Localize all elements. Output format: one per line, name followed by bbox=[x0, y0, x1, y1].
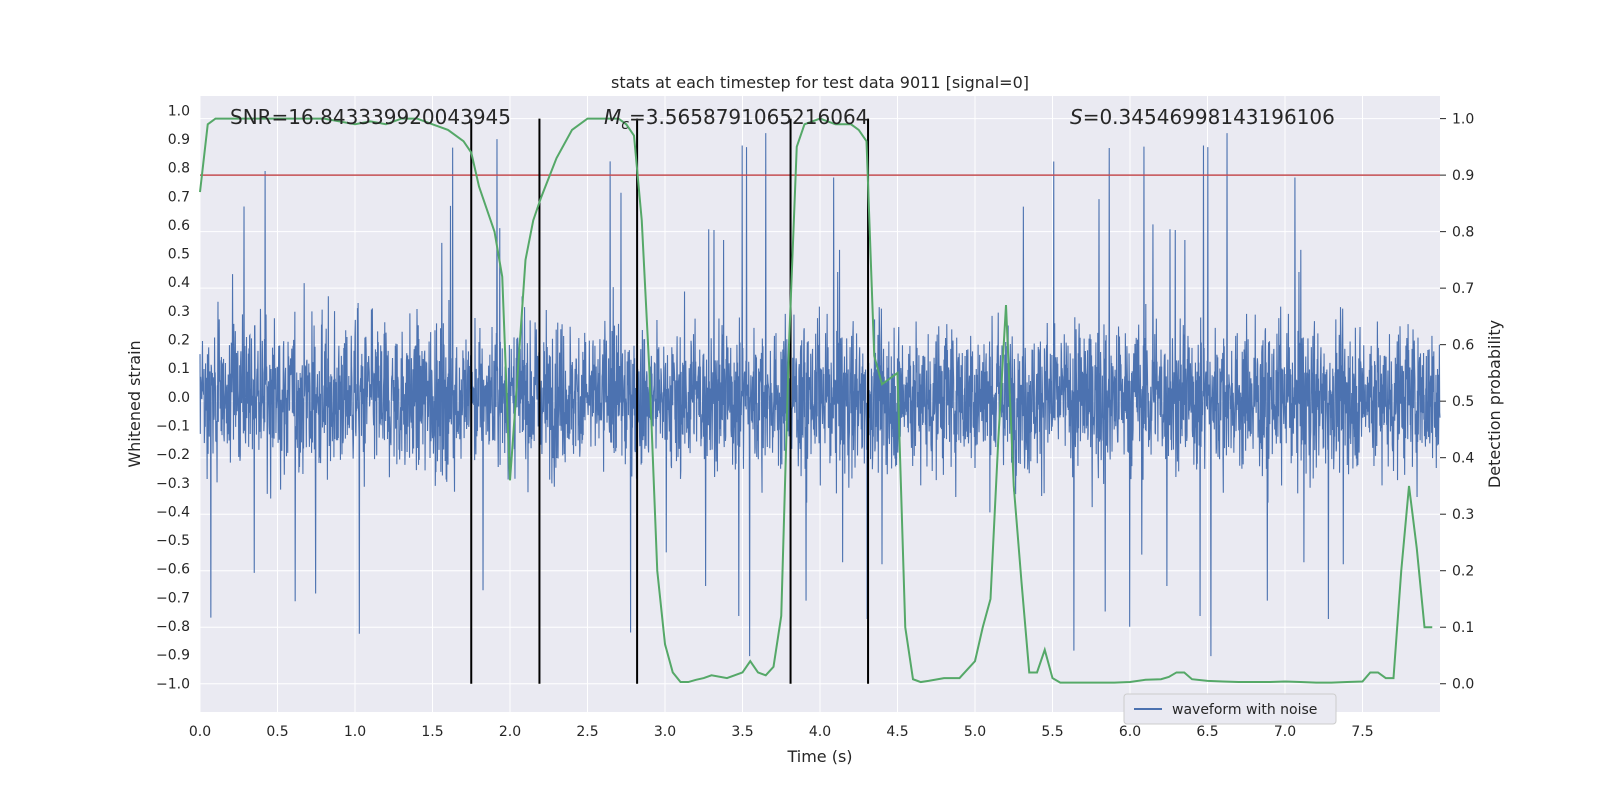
s-symbol: S bbox=[1070, 105, 1083, 129]
waveform-line bbox=[199, 133, 1441, 657]
y-left-tick-label-17: −0.7 bbox=[156, 590, 190, 606]
y-left-tick-label-18: −0.8 bbox=[156, 619, 190, 635]
x-tick-label-9: 4.5 bbox=[886, 724, 908, 740]
y-right-tick-label-7: 0.3 bbox=[1452, 507, 1474, 523]
y-left-tick-label-14: −0.4 bbox=[156, 504, 190, 520]
y-left-tick-label-6: 0.4 bbox=[168, 275, 190, 291]
y-right-tick-label-10: 0.0 bbox=[1452, 677, 1474, 693]
waveform-series bbox=[199, 133, 1441, 657]
y-left-tick-label-12: −0.2 bbox=[156, 447, 190, 463]
y-right-tick-label-6: 0.4 bbox=[1452, 451, 1474, 467]
y-left-tick-label-19: −0.9 bbox=[156, 648, 190, 664]
y-right-tick-label-8: 0.2 bbox=[1452, 564, 1474, 580]
probability-series bbox=[199, 117, 1433, 684]
y-left-tick-label-8: 0.2 bbox=[168, 333, 190, 349]
y-left-tick-label-13: −0.3 bbox=[156, 476, 190, 492]
x-axis-label: Time (s) bbox=[786, 747, 852, 766]
x-tick-label-10: 5.0 bbox=[964, 724, 986, 740]
chart-title: stats at each timestep for test data 901… bbox=[611, 73, 1029, 92]
x-tick-label-15: 7.5 bbox=[1351, 724, 1373, 740]
y-left-tick-label-7: 0.3 bbox=[168, 304, 190, 320]
snr-annotation: SNR=16.843339920043945 bbox=[230, 105, 511, 129]
y-left-tick-label-11: −0.1 bbox=[156, 418, 190, 434]
x-tick-label-0: 0.0 bbox=[189, 724, 211, 740]
probability-line bbox=[199, 117, 1433, 684]
chirp-mass-value: =3.5658791065216064 bbox=[629, 105, 868, 129]
y-right-tick-label-2: 0.8 bbox=[1452, 225, 1474, 241]
x-tick-label-6: 3.0 bbox=[654, 724, 676, 740]
x-tick-label-14: 7.0 bbox=[1274, 724, 1296, 740]
x-tick-label-8: 4.0 bbox=[809, 724, 831, 740]
x-tick-label-7: 3.5 bbox=[731, 724, 753, 740]
x-tick-label-12: 6.0 bbox=[1119, 724, 1141, 740]
legend: waveform with noise bbox=[1123, 693, 1337, 725]
y-right-tick-label-3: 0.7 bbox=[1452, 281, 1474, 297]
chirp-mass-symbol: M bbox=[604, 105, 621, 129]
s-value: =0.34546998143196106 bbox=[1083, 105, 1335, 129]
legend-box bbox=[1123, 693, 1337, 725]
y-left-tick-label-4: 0.6 bbox=[168, 218, 190, 234]
chirp-mass-subscript: c bbox=[621, 117, 629, 133]
x-tick-label-13: 6.5 bbox=[1196, 724, 1218, 740]
x-tick-label-3: 1.5 bbox=[421, 724, 443, 740]
x-tick-label-5: 2.5 bbox=[576, 724, 598, 740]
chirp-mass-annotation: Mc=3.5658791065216064 bbox=[604, 105, 868, 133]
y-right-tick-label-4: 0.6 bbox=[1452, 338, 1474, 354]
y-left-tick-label-5: 0.5 bbox=[168, 247, 190, 263]
y-left-tick-label-9: 0.1 bbox=[168, 361, 190, 377]
x-tick-label-1: 0.5 bbox=[266, 724, 288, 740]
vertical-markers bbox=[470, 118, 870, 684]
y-axis-label-left: Whitened strain bbox=[125, 340, 144, 467]
y-left-tick-label-2: 0.8 bbox=[168, 161, 190, 177]
y-right-tick-label-5: 0.5 bbox=[1452, 394, 1474, 410]
y-right-tick-label-9: 0.1 bbox=[1452, 620, 1474, 636]
y-ticks-right: 1.0 0.9 0.8 0.7 0.6 0.5 0.4 0.3 0.2 0.1 0.0 bbox=[1440, 112, 1474, 693]
y-left-tick-label-3: 0.7 bbox=[168, 189, 190, 205]
s-annotation: S=0.34546998143196106 bbox=[1070, 105, 1335, 129]
legend-label: waveform with noise bbox=[1172, 702, 1317, 718]
y-left-tick-label-0: 1.0 bbox=[168, 103, 190, 119]
x-ticks: 0.0 0.5 1.0 1.5 2.0 2.5 3.0 3.5 4.0 4.5 5.0 5.5 6.0 6… bbox=[189, 724, 1374, 740]
y-left-tick-label-10: 0.0 bbox=[168, 390, 190, 406]
y-ticks-left: 1.0 0.9 0.8 0.7 0.6 0.5 0.4 0.3 0.2 0.1 0.0 −0.1 −0.… bbox=[156, 103, 190, 692]
x-tick-label-2: 1.0 bbox=[344, 724, 366, 740]
y-left-tick-label-1: 0.9 bbox=[168, 132, 190, 148]
y-left-tick-label-15: −0.5 bbox=[156, 533, 190, 549]
y-right-tick-label-1: 0.9 bbox=[1452, 168, 1474, 184]
y-left-tick-label-20: −1.0 bbox=[156, 676, 190, 692]
y-axis-label-right: Detection probability bbox=[1485, 320, 1504, 488]
x-tick-label-11: 5.5 bbox=[1041, 724, 1063, 740]
x-tick-label-4: 2.0 bbox=[499, 724, 521, 740]
y-right-tick-label-0: 1.0 bbox=[1452, 112, 1474, 128]
y-left-tick-label-16: −0.6 bbox=[156, 562, 190, 578]
